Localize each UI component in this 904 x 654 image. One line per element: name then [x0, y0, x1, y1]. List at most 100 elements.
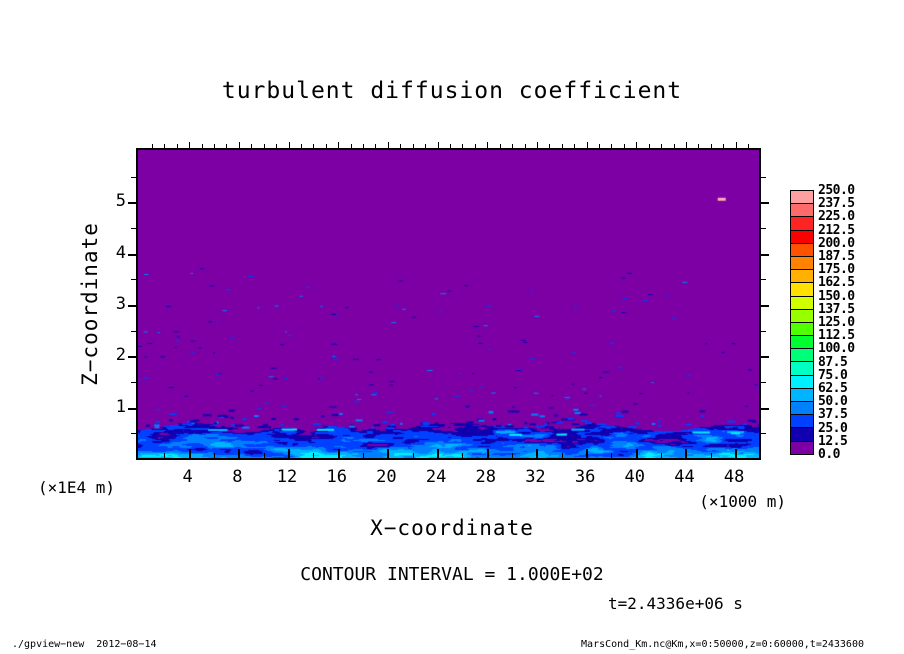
axis-tick [586, 142, 588, 148]
colorbar-tick-label: 62.5 [818, 381, 848, 396]
x-tick-label: 28 [475, 467, 496, 487]
axis-tick [536, 449, 539, 458]
axis-tick [131, 279, 136, 281]
axis-tick [214, 144, 216, 148]
x-tick-label: 24 [425, 467, 447, 487]
axis-tick [487, 142, 489, 148]
axis-tick [761, 330, 766, 332]
colorbar-tick-label: 162.5 [818, 275, 855, 291]
x-tick-label: 36 [574, 467, 596, 487]
axis-tick [450, 144, 451, 148]
footer-source: MarsCond_Km.nc@Km,x=0:50000,z=0:60000,t=… [581, 639, 864, 650]
axis-tick [151, 144, 153, 148]
axis-tick [512, 453, 514, 458]
colorbar-tick-label: 137.5 [818, 301, 855, 317]
axis-tick [131, 330, 136, 332]
contour-interval-note: CONTOUR INTERVAL = 1.000E+02 [300, 564, 604, 585]
axis-tick [761, 305, 769, 307]
axis-tick [300, 144, 302, 148]
colorbar-tick-label: 250.0 [818, 183, 855, 198]
y-tick-label: 2 [115, 345, 126, 366]
axis-tick [131, 433, 136, 435]
axis-tick [164, 144, 166, 148]
colorbar-tick-label: 125.0 [818, 315, 855, 330]
axis-tick [400, 144, 402, 148]
axis-tick [462, 144, 464, 148]
axis-tick [313, 144, 315, 148]
colorbar-tick-label: 200.0 [818, 235, 855, 251]
axis-tick [561, 144, 563, 148]
axis-tick [131, 228, 136, 229]
axis-tick [673, 144, 675, 148]
axis-tick [635, 449, 638, 458]
footer-command: ./gpview−new 2012−08−14 [12, 639, 157, 650]
axis-tick [337, 449, 340, 458]
y-tick-label: 3 [115, 294, 126, 314]
colorbar-tick-label: 0.0 [818, 447, 840, 462]
colorbar-tick-label: 87.5 [818, 354, 848, 370]
axis-tick [412, 453, 414, 458]
x-tick-label: 16 [326, 467, 347, 487]
axis-tick [710, 144, 712, 148]
colorbar-tick-label: 37.5 [818, 407, 848, 423]
axis-tick [512, 144, 514, 148]
time-annotation: t=2.4336e+06 s [608, 594, 743, 613]
axis-tick [387, 142, 389, 148]
axis-tick [128, 356, 136, 359]
axis-tick [748, 144, 750, 148]
axis-tick [661, 144, 663, 148]
axis-tick [761, 382, 766, 383]
axis-tick [648, 144, 650, 148]
axis-tick [549, 144, 551, 148]
axis-tick [313, 453, 315, 458]
colorbar [790, 190, 814, 456]
axis-tick [761, 202, 769, 205]
x-tick-label: 8 [232, 467, 243, 487]
axis-tick [623, 144, 625, 148]
colorbar-tick-label: 225.0 [818, 209, 855, 225]
axis-tick [524, 144, 526, 148]
colorbar-tick-label: 12.5 [818, 433, 848, 449]
axis-tick [188, 449, 191, 458]
x-tick-label: 20 [376, 467, 397, 487]
axis-tick [586, 449, 589, 458]
axis-tick [599, 144, 601, 148]
x-tick-label: 44 [674, 467, 695, 487]
axis-tick [164, 453, 166, 458]
axis-tick [636, 142, 638, 148]
axis-tick [474, 144, 476, 148]
axis-tick [536, 142, 538, 148]
plot-area [128, 142, 769, 460]
axis-tick [189, 142, 191, 148]
axis-tick [375, 144, 377, 148]
axis-tick [214, 453, 216, 458]
axis-tick [561, 453, 563, 458]
axis-tick [761, 407, 769, 410]
colorbar-tick-label: 112.5 [818, 328, 855, 344]
chart-title: turbulent diffusion coefficient [221, 78, 683, 104]
axis-tick [462, 453, 464, 458]
axis-tick [723, 144, 725, 148]
axis-tick [735, 142, 737, 148]
axis-tick [263, 144, 265, 148]
axis-tick [363, 453, 365, 458]
axis-tick [131, 382, 136, 383]
axis-tick [128, 407, 136, 410]
axis-tick [226, 144, 228, 148]
axis-tick [425, 144, 427, 148]
x-tick-label: 48 [723, 467, 745, 487]
axis-tick [437, 449, 440, 458]
axis-tick [611, 144, 613, 148]
axis-tick [128, 305, 136, 307]
axis-tick [761, 228, 766, 229]
colorbar-tick-label: 187.5 [818, 249, 855, 264]
y-tick-label: 4 [115, 242, 126, 263]
axis-tick [131, 176, 136, 178]
y-tick-label: 5 [115, 191, 126, 212]
axis-tick [486, 449, 489, 458]
axis-tick [387, 449, 390, 458]
axis-tick [710, 453, 712, 458]
axis-tick [128, 202, 136, 205]
x-axis-label: X−coordinate [370, 516, 534, 540]
